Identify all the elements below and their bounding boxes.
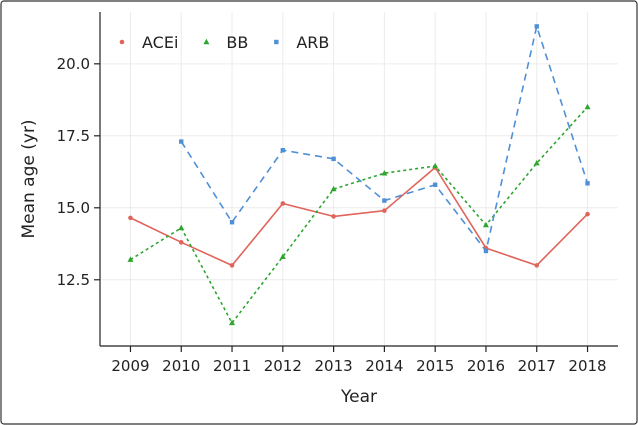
data-point-bb-2010 xyxy=(178,224,185,231)
legend-marker-acei xyxy=(119,39,125,45)
data-point-arb-2010 xyxy=(179,139,184,144)
data-point-bb-2018 xyxy=(584,103,591,110)
data-point-acei-2018 xyxy=(585,211,590,217)
legend-label-arb: ARB xyxy=(296,33,329,52)
x-tick-label-2011: 2011 xyxy=(213,357,251,375)
y-tick-label-20.0: 20.0 xyxy=(57,55,90,73)
series-bb xyxy=(127,103,591,326)
series-arb xyxy=(179,24,590,254)
data-point-acei-2017 xyxy=(534,263,540,268)
x-tick-label-2017: 2017 xyxy=(518,357,556,375)
data-point-bb-2015 xyxy=(432,162,439,169)
data-point-bb-2009 xyxy=(127,256,134,262)
y-tick-label-12.5: 12.5 xyxy=(57,271,90,289)
x-tick-label-2016: 2016 xyxy=(467,357,505,375)
series-group xyxy=(127,24,591,326)
data-point-arb-2018 xyxy=(585,181,590,186)
series-line-bb xyxy=(130,106,589,324)
gridlines xyxy=(100,12,618,346)
series-line-acei xyxy=(130,166,589,267)
data-point-arb-2013 xyxy=(331,156,336,162)
data-point-bb-2011 xyxy=(229,319,236,326)
data-point-bb-2014 xyxy=(381,170,388,176)
data-point-acei-2010 xyxy=(178,240,184,245)
legend-marker-arb xyxy=(274,39,279,45)
y-tick-label-17.5: 17.5 xyxy=(57,127,90,145)
x-tick-label-2015: 2015 xyxy=(416,357,454,375)
x-tick-label-2018: 2018 xyxy=(568,357,606,375)
x-tick-label-2010: 2010 xyxy=(162,357,200,375)
x-axis-title: Year xyxy=(340,387,377,407)
axes: 2009 2010 2011 2012 2013 2014 2015 2016 2017 2018… xyxy=(57,12,618,375)
data-point-bb-2013 xyxy=(330,185,337,192)
x-tick-label-2014: 2014 xyxy=(365,357,403,375)
data-point-bb-2016 xyxy=(482,221,489,228)
legend-label-bb: BB xyxy=(226,33,248,52)
legend: ACEi BB ARB xyxy=(119,33,329,52)
data-point-arb-2014 xyxy=(382,198,387,203)
legend-item-acei: ACEi xyxy=(119,33,178,52)
data-point-bb-2012 xyxy=(279,253,286,259)
data-point-arb-2012 xyxy=(280,148,286,153)
data-point-arb-2017 xyxy=(534,24,539,29)
legend-marker-bb xyxy=(203,38,210,45)
data-point-acei-2014 xyxy=(382,208,387,213)
x-tick-label-2012: 2012 xyxy=(264,357,302,375)
data-point-acei-2012 xyxy=(280,201,286,206)
data-point-arb-2011 xyxy=(229,219,235,225)
legend-item-bb: BB xyxy=(203,33,248,52)
legend-label-acei: ACEi xyxy=(142,33,178,52)
data-point-acei-2011 xyxy=(229,263,235,268)
data-point-acei-2013 xyxy=(331,214,336,219)
x-tick-label-2009: 2009 xyxy=(111,357,149,375)
legend-item-arb: ARB xyxy=(274,33,329,52)
data-point-arb-2016 xyxy=(483,248,489,254)
y-axis-title: Mean age (yr) xyxy=(19,119,39,238)
y-tick-label-15.0: 15.0 xyxy=(57,199,90,217)
data-point-arb-2015 xyxy=(432,182,438,187)
x-tick-label-2013: 2013 xyxy=(315,357,353,375)
data-point-acei-2009 xyxy=(128,215,133,221)
data-point-bb-2017 xyxy=(533,159,540,166)
